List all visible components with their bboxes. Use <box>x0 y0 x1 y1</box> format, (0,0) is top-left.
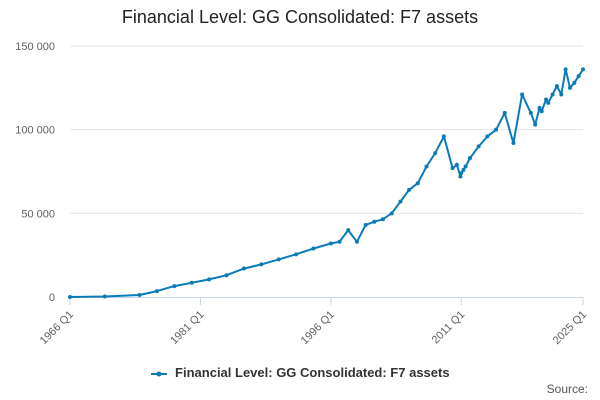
data-point <box>502 110 507 115</box>
data-point <box>533 122 538 127</box>
data-point <box>241 266 246 271</box>
chart-title: Financial Level: GG Consolidated: F7 ass… <box>121 7 479 27</box>
data-point <box>567 85 572 90</box>
data-point <box>172 284 177 289</box>
x-tick-label: 2011 Q1 <box>430 309 468 347</box>
data-point <box>68 295 72 299</box>
data-point <box>559 92 564 97</box>
data-point <box>467 156 472 161</box>
data-point <box>398 199 403 204</box>
data-point <box>441 134 446 139</box>
y-tick-label: 100 000 <box>15 125 55 137</box>
data-point <box>576 74 581 79</box>
data-point <box>458 174 463 179</box>
data-point <box>463 164 468 169</box>
data-point <box>407 187 412 192</box>
x-tick-label: 2025 Q1 <box>551 309 589 347</box>
data-point <box>546 100 551 105</box>
gridlines <box>70 45 583 214</box>
axes <box>69 297 584 305</box>
data-point <box>550 92 555 97</box>
y-tick-label: 50 000 <box>21 208 55 220</box>
data-point <box>572 80 577 85</box>
data-point <box>207 277 212 282</box>
data-point <box>346 228 351 233</box>
data-point <box>372 219 377 224</box>
data-point <box>102 294 107 299</box>
data-point <box>424 164 429 169</box>
data-point <box>433 151 438 156</box>
data-point <box>520 92 525 97</box>
data-point <box>476 144 481 149</box>
legend-line-symbol-icon <box>151 371 168 377</box>
data-point <box>459 171 464 176</box>
data-point <box>461 167 466 172</box>
data-point <box>276 257 281 262</box>
data-point <box>415 181 420 186</box>
data-point <box>554 84 559 89</box>
data-point <box>259 262 264 267</box>
data-point <box>224 273 229 278</box>
data-point <box>528 110 533 115</box>
legend[interactable]: Financial Level: GG Consolidated: F7 ass… <box>0 365 600 380</box>
data-point <box>311 246 316 251</box>
data-point <box>485 134 490 139</box>
data-point <box>581 67 585 72</box>
source-label: Source: <box>546 382 588 396</box>
data-point <box>389 211 394 216</box>
x-tick-label: 1996 Q1 <box>299 309 337 347</box>
legend-label: Financial Level: GG Consolidated: F7 ass… <box>175 365 450 380</box>
data-point <box>450 166 455 171</box>
data-point <box>328 241 333 246</box>
data-point <box>354 239 359 244</box>
data-point <box>363 223 368 228</box>
data-point <box>539 109 544 114</box>
data-point <box>544 97 549 102</box>
data-point <box>294 252 299 257</box>
data-point <box>494 127 499 132</box>
x-tick-label: 1981 Q1 <box>168 309 206 347</box>
data-point <box>454 162 459 167</box>
data-point <box>381 217 386 222</box>
data-point <box>189 280 194 285</box>
data-point <box>137 292 142 297</box>
data-point <box>337 239 342 244</box>
data-point <box>154 289 159 294</box>
y-tick-label: 150 000 <box>15 41 55 53</box>
series-line <box>69 68 584 298</box>
series-layer <box>68 67 585 299</box>
y-tick-label: 0 <box>49 292 55 304</box>
data-point <box>563 67 568 72</box>
x-tick-label: 1966 Q1 <box>38 309 76 347</box>
data-point <box>537 105 542 110</box>
tick-labels: 0 50 000 100 000 150 000 1966 Q1 1981 Q1 1996 … <box>15 41 589 347</box>
data-point <box>511 141 516 146</box>
